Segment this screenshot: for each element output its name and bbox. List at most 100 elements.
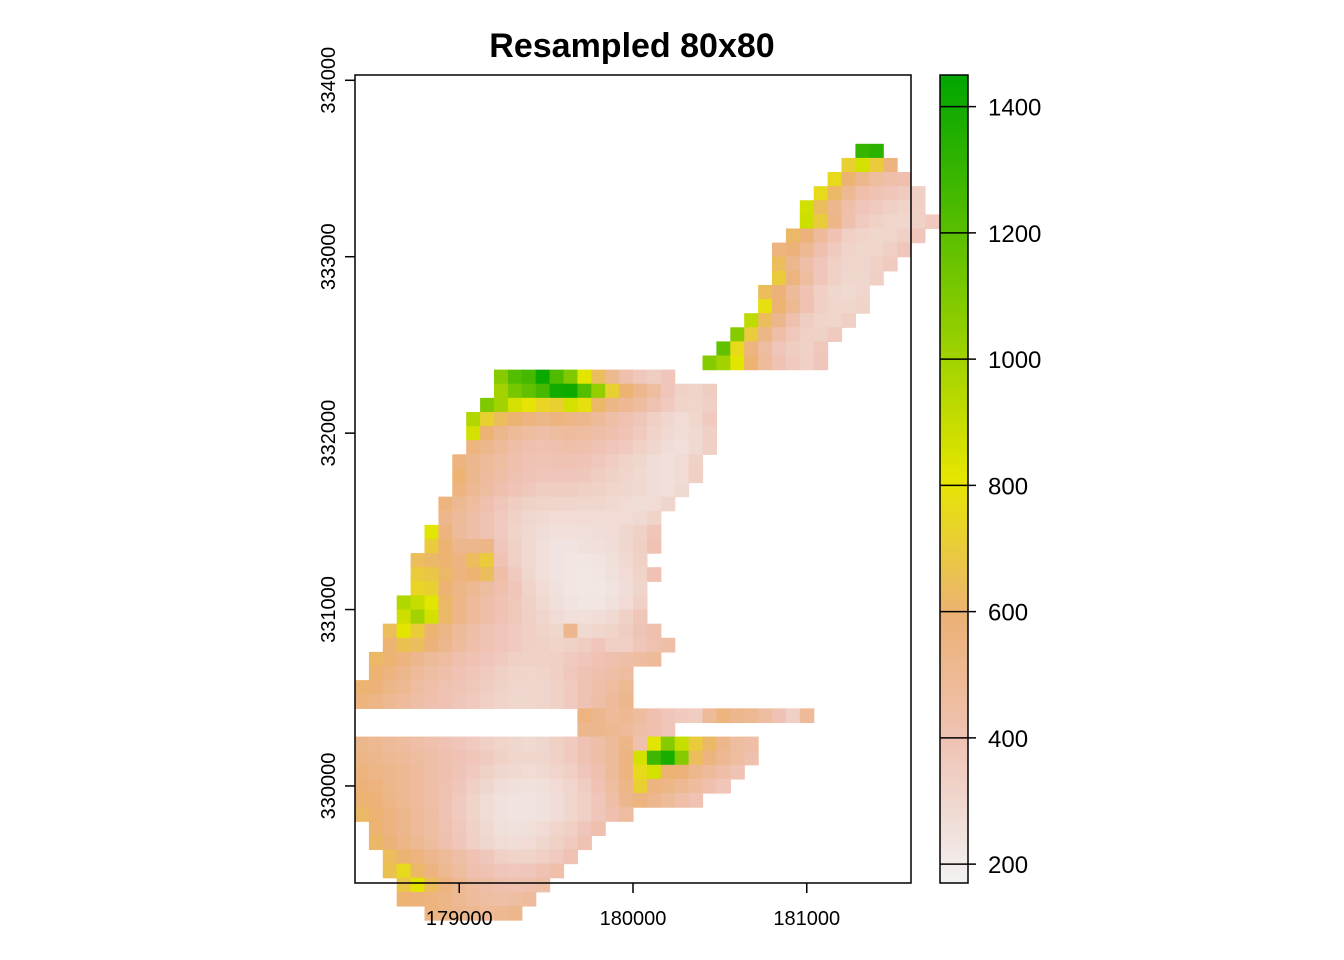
raster-cell — [535, 538, 551, 554]
raster-cell — [674, 750, 690, 766]
raster-cell — [494, 666, 509, 681]
raster-cell — [605, 426, 620, 441]
raster-cell — [466, 821, 481, 836]
legend-color-segment — [940, 686, 968, 692]
raster-cell — [549, 750, 565, 766]
raster-cell — [396, 609, 412, 625]
raster-cell — [591, 736, 606, 752]
raster-cell — [396, 849, 412, 865]
raster-cell — [577, 807, 592, 822]
raster-cell — [410, 736, 426, 752]
raster-cell — [883, 242, 898, 258]
raster-cell — [869, 214, 884, 230]
raster-cell — [466, 454, 481, 470]
legend-color-segment — [940, 559, 968, 566]
raster-cell — [494, 807, 509, 822]
raster-cell — [507, 863, 523, 879]
raster-cell — [591, 694, 606, 709]
legend-color-segment — [940, 837, 968, 844]
raster-cell — [674, 482, 690, 498]
raster-cell — [633, 369, 648, 385]
raster-cell — [619, 623, 634, 639]
raster-cell — [507, 567, 523, 582]
raster-cell — [535, 454, 551, 470]
raster-cell — [396, 736, 412, 752]
raster-cell — [382, 835, 398, 851]
raster-cell — [577, 793, 592, 808]
raster-cell — [438, 764, 453, 780]
raster-cell — [480, 666, 495, 681]
raster-cell — [619, 750, 634, 766]
raster-cell — [355, 778, 370, 794]
raster-cell — [507, 510, 523, 526]
raster-cell — [633, 722, 648, 738]
raster-cell — [633, 397, 648, 413]
raster-cell — [855, 172, 870, 187]
raster-cell — [619, 708, 634, 724]
raster-cell — [633, 778, 648, 794]
legend-color-segment — [940, 524, 968, 531]
raster-cell — [855, 186, 870, 201]
raster-cell — [855, 214, 870, 230]
raster-cell — [466, 411, 481, 427]
raster-cell — [452, 454, 467, 470]
raster-cell — [480, 694, 495, 709]
raster-cell — [549, 595, 565, 611]
raster-cell — [911, 228, 926, 244]
legend-color-segment — [940, 125, 968, 132]
legend-color-segment — [940, 155, 968, 162]
raster-cell — [688, 736, 704, 752]
raster-cell — [438, 666, 453, 681]
raster-cell — [619, 764, 634, 780]
raster-cell — [521, 468, 537, 484]
raster-cell — [549, 764, 565, 780]
raster-cell — [619, 454, 634, 470]
raster-cell — [869, 228, 884, 244]
legend-color-segment — [940, 150, 968, 157]
legend-color-segment — [940, 337, 968, 344]
raster-cell — [646, 482, 662, 498]
raster-cell — [660, 454, 676, 470]
raster-cell — [619, 793, 634, 808]
raster-cell — [452, 496, 467, 512]
raster-cell — [466, 835, 481, 851]
raster-cell — [549, 651, 565, 667]
raster-cell — [619, 637, 634, 653]
legend-color-segment — [940, 670, 968, 677]
raster-cell — [577, 651, 592, 667]
raster-cell — [480, 863, 495, 879]
raster-cell — [772, 327, 787, 342]
raster-cell — [480, 440, 495, 455]
legend-color-segment — [940, 211, 968, 217]
raster-cell — [646, 454, 662, 470]
legend-color-segment — [940, 145, 968, 152]
raster-cell — [619, 369, 634, 385]
x-tick-label: 181000 — [773, 908, 840, 930]
raster-cell — [591, 807, 606, 822]
raster-cell — [855, 270, 870, 286]
raster-cell — [494, 383, 509, 399]
legend-color-segment — [940, 266, 968, 273]
raster-cell — [772, 708, 787, 724]
raster-cell — [827, 214, 843, 230]
raster-cell — [674, 736, 690, 752]
raster-cell — [410, 623, 426, 639]
legend-color-segment — [940, 751, 968, 758]
raster-cell — [577, 764, 592, 780]
raster-cell — [438, 595, 453, 611]
raster-cell — [563, 637, 578, 653]
raster-cell — [772, 313, 787, 328]
legend-color-segment — [940, 191, 968, 197]
legend-color-segment — [940, 413, 968, 419]
legend-color-segment — [940, 852, 968, 859]
legend-color-segment — [940, 716, 968, 722]
legend-color-segment — [940, 504, 968, 510]
raster-cell — [410, 595, 426, 611]
raster-cell — [396, 666, 412, 681]
raster-cell — [869, 270, 884, 286]
raster-cell — [577, 468, 592, 484]
raster-cell — [521, 553, 537, 568]
raster-cell — [549, 482, 565, 498]
raster-cell — [466, 510, 481, 526]
raster-cell — [466, 440, 481, 455]
